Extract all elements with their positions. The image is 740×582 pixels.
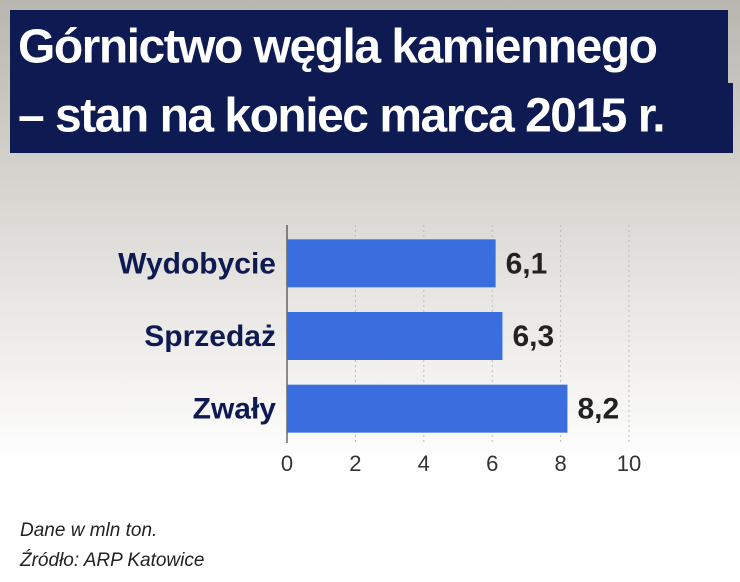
value-label: 6,3 <box>512 320 554 353</box>
chart-title: Górnictwo węgla kamiennego <box>18 21 657 74</box>
chart-title: – stan na koniec marca 2015 r. <box>18 90 664 143</box>
title-box <box>10 10 728 83</box>
note: Źródło: ARP Katowice <box>19 550 204 571</box>
value-label: 6,1 <box>506 247 548 280</box>
bar <box>287 239 496 288</box>
x-tick-label: 10 <box>617 451 641 476</box>
x-tick-label: 6 <box>486 451 498 476</box>
y-tick-label: Sprzedaż <box>144 320 276 353</box>
y-tick-label: Wydobycie <box>118 247 276 280</box>
title-box <box>10 83 733 153</box>
value-label: 8,2 <box>577 393 619 426</box>
x-tick-label: 4 <box>418 451 430 476</box>
bar <box>287 312 503 360</box>
x-tick-label: 2 <box>349 451 361 476</box>
bar <box>287 384 568 433</box>
y-tick-label: Zwały <box>193 393 277 426</box>
x-tick-label: 0 <box>281 451 293 476</box>
note: Dane w mln ton. <box>20 520 157 541</box>
x-tick-label: 8 <box>554 451 566 476</box>
